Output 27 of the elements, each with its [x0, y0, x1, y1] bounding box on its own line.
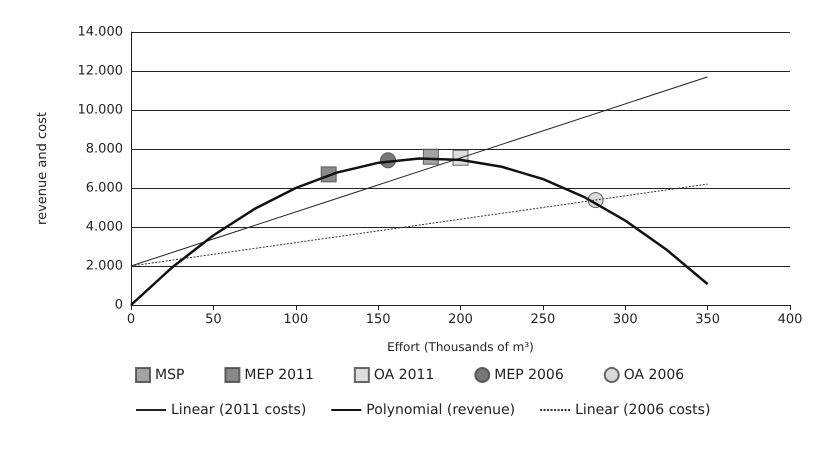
x-tick-label: 300 — [612, 312, 638, 327]
y-tick-label: 2.000 — [86, 258, 123, 274]
x-tick-label: 0 — [126, 312, 136, 327]
y-tick-label: 12.000 — [78, 64, 123, 78]
x-tick-label: 50 — [205, 312, 222, 327]
legend-label: Linear (2011 costs) — [171, 402, 306, 418]
y-tick-label: 6.000 — [86, 180, 123, 196]
x-tick-label: 200 — [448, 312, 473, 327]
legend-label: MSP — [155, 367, 184, 383]
x-tick-label: 150 — [366, 312, 391, 327]
y-axis-title: revenue and cost — [35, 112, 50, 225]
legend-label: MEP 2011 — [244, 367, 314, 383]
x-axis-title: Effort (Thousands of m³) — [387, 340, 534, 354]
x-tick-label: 400 — [778, 312, 802, 327]
x-tick-label: 350 — [695, 312, 720, 327]
x-tick-label: 250 — [530, 312, 556, 327]
y-tick-label: 8.000 — [86, 142, 123, 156]
y-tick-label: 4.000 — [86, 220, 123, 234]
legend-label: OA 2011 — [374, 367, 434, 383]
y-tick-label: 10.000 — [78, 102, 123, 118]
legend-label: Polynomial (revenue) — [366, 402, 516, 418]
x-tick-label: 100 — [283, 312, 308, 327]
y-tick-label: 0 — [114, 298, 123, 312]
legend-label: Linear (2006 costs) — [575, 402, 710, 418]
legend-label: OA 2006 — [624, 367, 684, 383]
legend-label: MEP 2006 — [494, 367, 564, 383]
y-tick-label: 14.000 — [78, 24, 123, 40]
